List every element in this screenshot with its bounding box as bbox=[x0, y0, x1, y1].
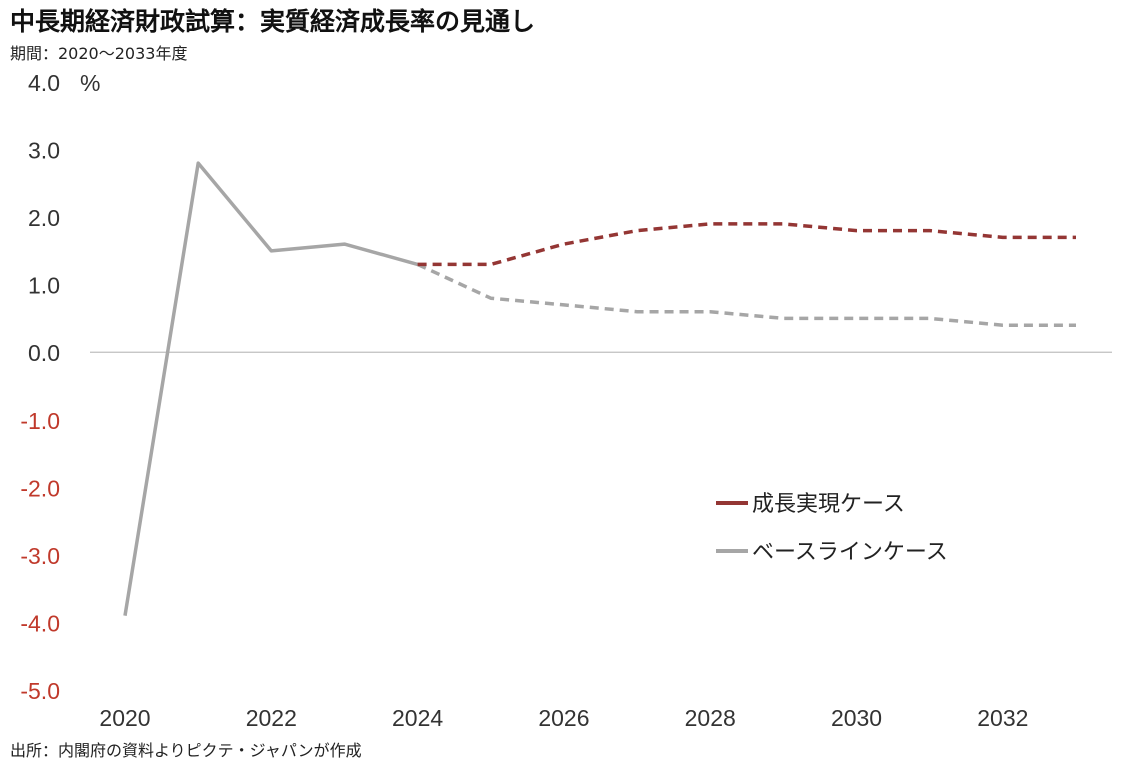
chart-title: 中長期経済財政試算：実質経済成長率の見通し bbox=[10, 7, 536, 36]
x-tick-label: 2032 bbox=[977, 705, 1028, 731]
y-tick-label: -5.0 bbox=[20, 678, 60, 704]
y-tick-label: 0.0 bbox=[28, 340, 60, 366]
y-tick-label: -3.0 bbox=[20, 543, 60, 569]
growth-case-line-dashed bbox=[417, 222, 1076, 267]
y-tick-label: -1.0 bbox=[20, 408, 60, 434]
x-tick-label: 2022 bbox=[246, 705, 297, 731]
x-tick-label: 2020 bbox=[99, 705, 150, 731]
chart-subtitle: 期間：2020～2033年度 bbox=[10, 44, 188, 63]
y-tick-label: -4.0 bbox=[20, 610, 60, 636]
y-tick-label: 1.0 bbox=[28, 273, 60, 299]
x-tick-label: 2024 bbox=[392, 705, 443, 731]
y-tick-label: 3.0 bbox=[28, 138, 60, 164]
y-unit-label: % bbox=[80, 70, 100, 96]
source-note: 出所：内閣府の資料よりピクテ・ジャパンが作成 bbox=[10, 741, 362, 760]
x-tick-label: 2028 bbox=[685, 705, 736, 731]
baseline-case-line-dashed bbox=[416, 262, 1076, 327]
x-tick-label: 2026 bbox=[538, 705, 589, 731]
y-tick-label: 2.0 bbox=[28, 205, 60, 231]
legend-label-baseline-case: ベースラインケース bbox=[752, 540, 948, 565]
x-tick-label: 2030 bbox=[831, 705, 882, 731]
y-tick-label: 4.0 bbox=[28, 70, 60, 96]
baseline-case-line-solid bbox=[123, 161, 419, 616]
legend-label-growth-case: 成長実現ケース bbox=[752, 492, 905, 517]
y-tick-label: -2.0 bbox=[20, 475, 60, 501]
